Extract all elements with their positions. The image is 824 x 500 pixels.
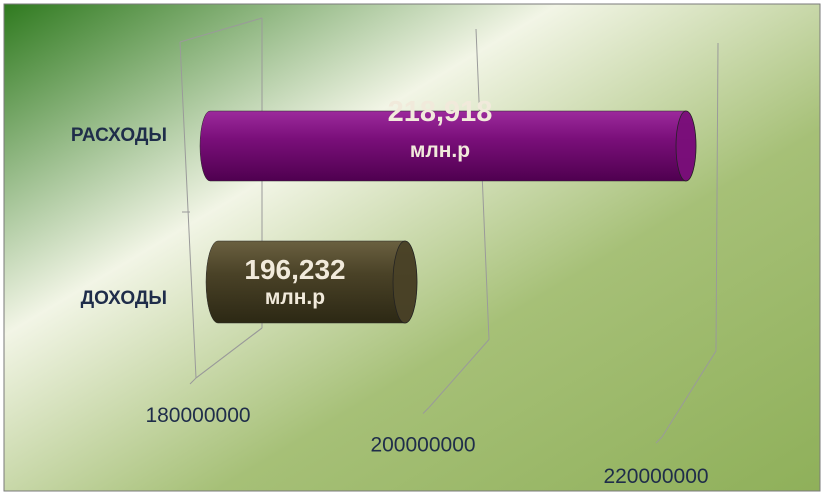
gridline-floor <box>428 339 490 408</box>
gridline-back <box>715 42 719 352</box>
bar-2 <box>205 240 418 324</box>
bar-end-cap <box>392 240 418 324</box>
bars-layer <box>199 110 697 324</box>
x-tick-mark <box>422 407 430 414</box>
gridline-floor <box>661 350 717 438</box>
left-wall-top <box>179 17 263 43</box>
gridline-back <box>475 28 490 340</box>
bar-end-cap <box>675 110 697 182</box>
data-label-unit: млн.р <box>410 139 470 162</box>
category-label: ДОХОДЫ <box>81 288 167 309</box>
labels-layer: 180000000 200000000 220000000 218,918 млн.р Р… <box>71 96 709 488</box>
x-tick-label: 220000000 <box>603 465 708 488</box>
data-label-value: 218,918 <box>388 96 493 128</box>
category-label: РАСХОДЫ <box>71 125 167 146</box>
data-label-unit: млн.р <box>265 286 325 309</box>
chart-background <box>3 3 821 492</box>
bar-1 <box>199 110 697 182</box>
data-label-value: 196,232 <box>244 254 345 285</box>
x-tick-mark <box>189 377 197 385</box>
grid-layer <box>179 17 719 444</box>
x-tick-mark <box>655 436 663 444</box>
x-tick-label: 200000000 <box>370 434 475 457</box>
left-axis-line <box>179 41 197 379</box>
x-tick-label: 180000000 <box>145 404 250 427</box>
left-wall-floor <box>195 327 263 379</box>
